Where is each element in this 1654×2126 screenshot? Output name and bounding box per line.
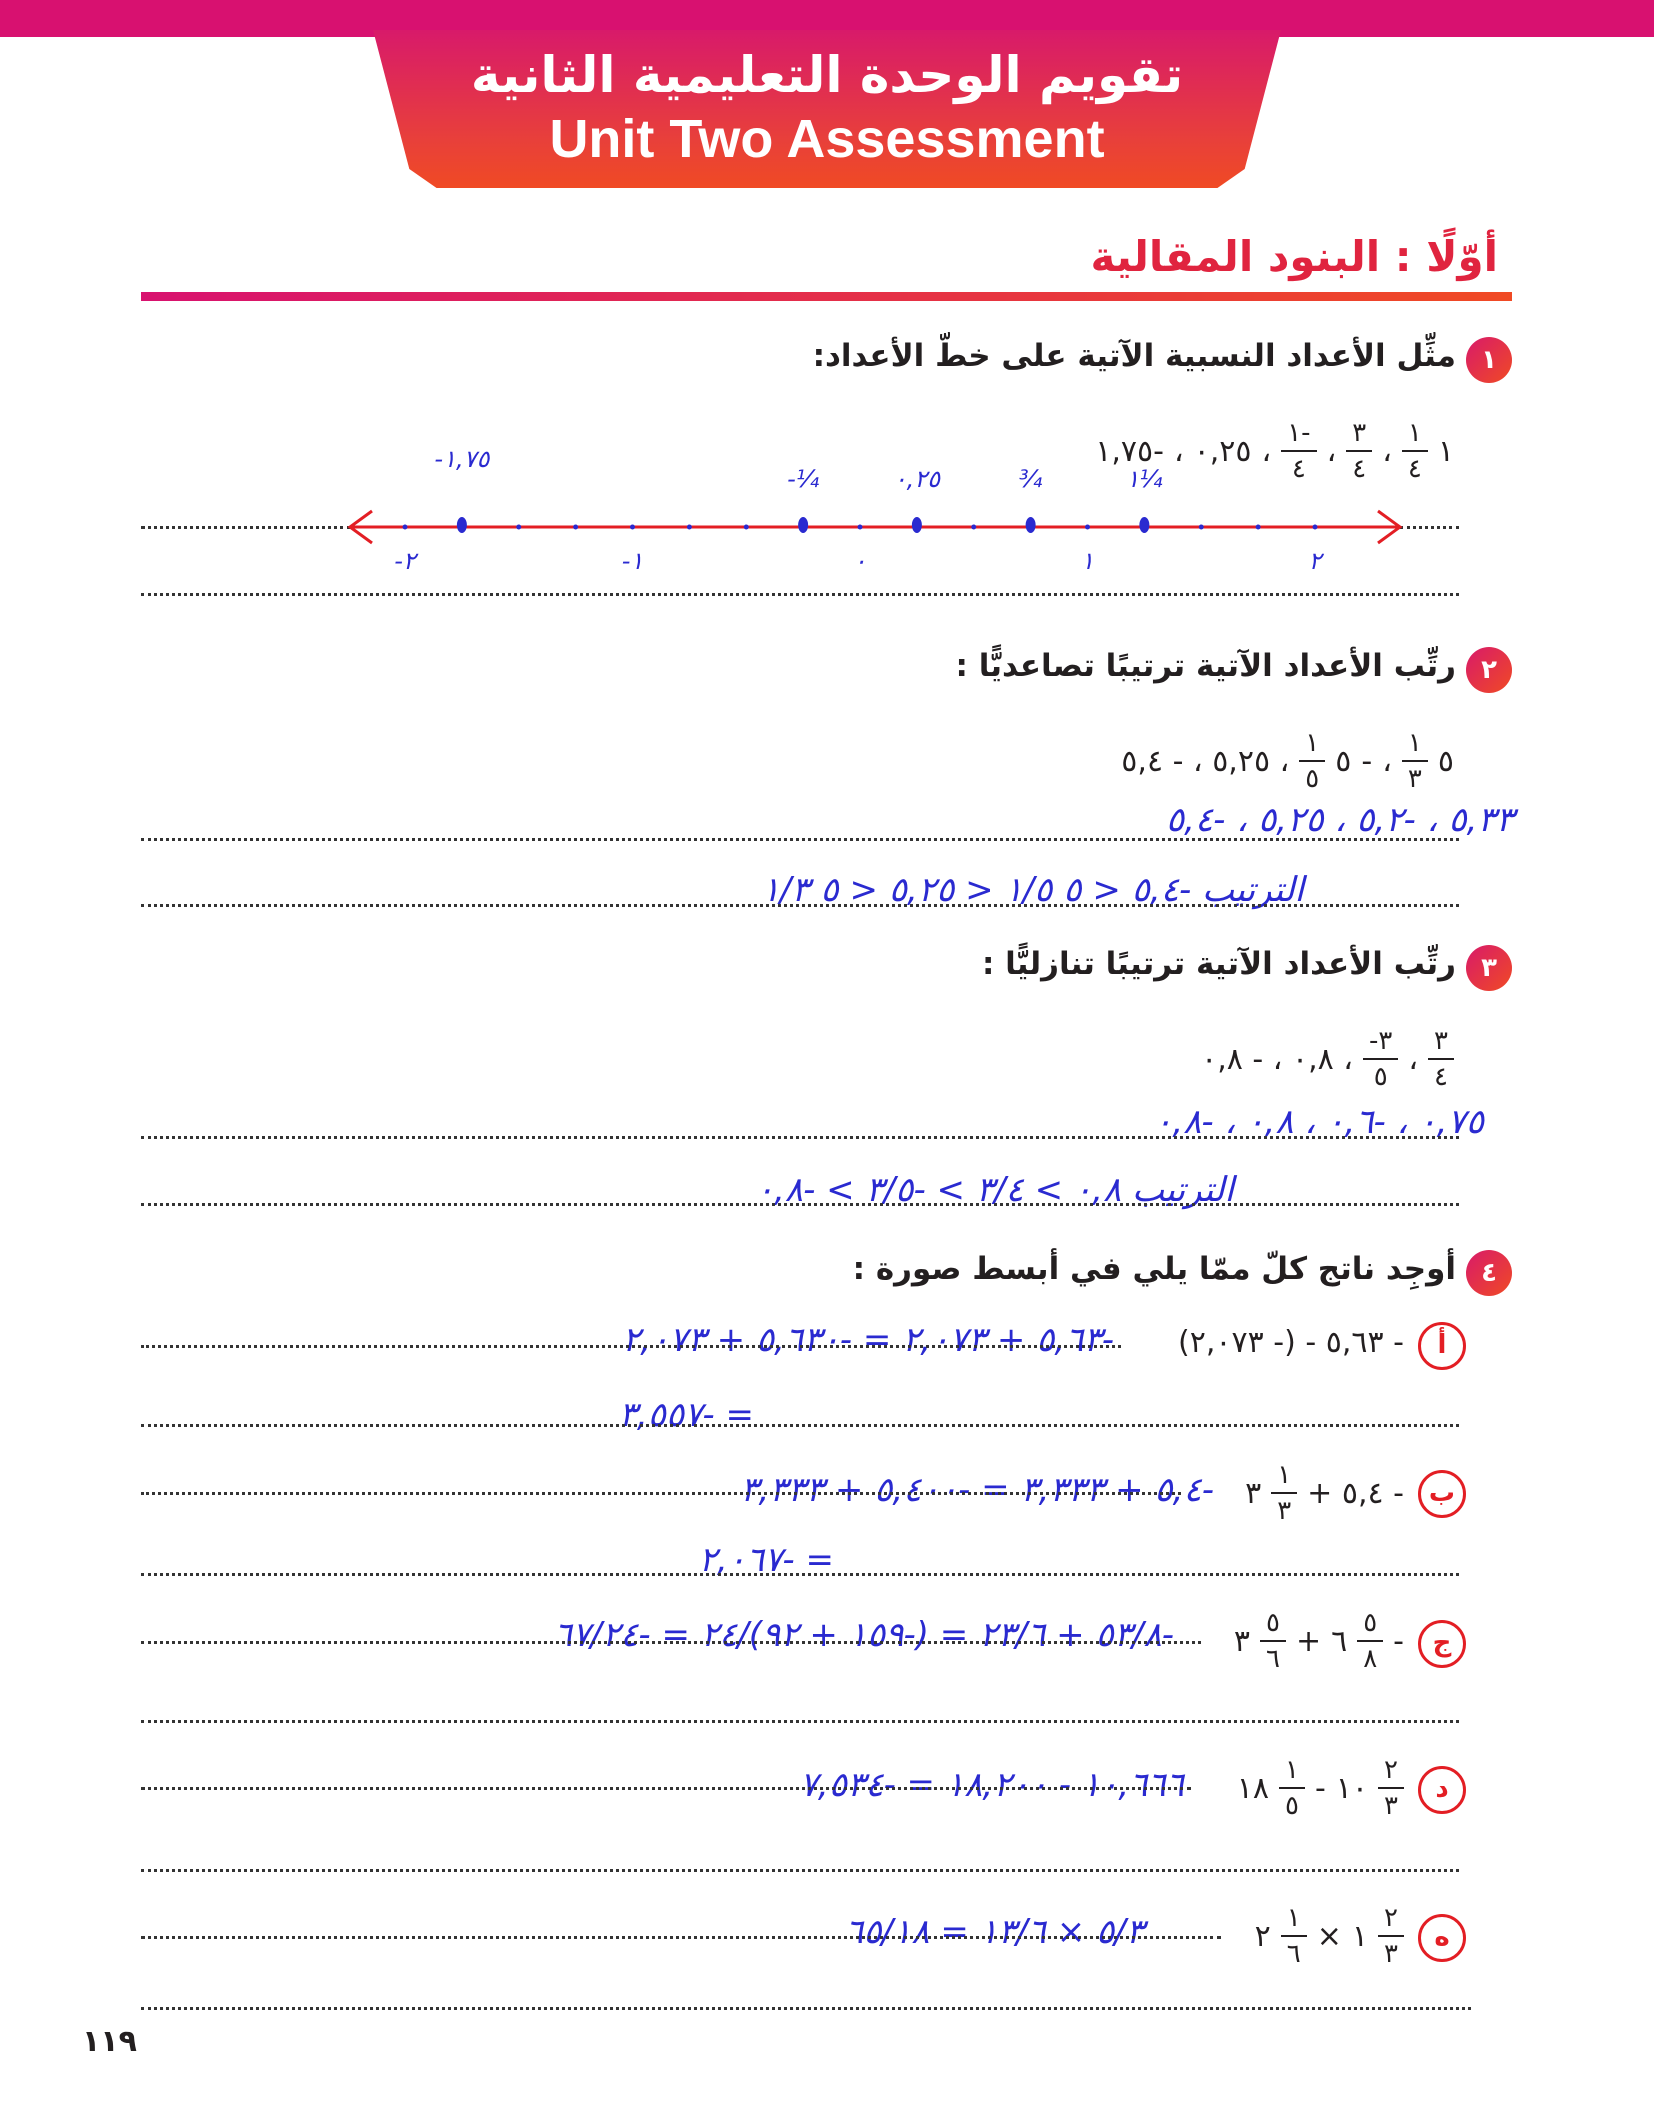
question-number: ٢ <box>1466 647 1512 693</box>
part-letter: أ <box>1418 1322 1466 1370</box>
number-line: -٢ -١ ٠ ١ ٢ -١,٧٥ -¼ ٠,٢٥ ¾ ١¼ <box>347 445 1403 575</box>
answer-line <box>141 1345 1121 1348</box>
point-label: ١¼ <box>1126 465 1162 493</box>
plotted-point <box>798 517 809 533</box>
question-number: ١ <box>1466 337 1512 383</box>
answer-line <box>141 838 1459 841</box>
answer-line <box>141 1203 1459 1206</box>
answer-line <box>141 2007 1471 2010</box>
number-line-tick <box>1085 524 1090 530</box>
number-line-tick <box>971 524 977 530</box>
number-line-tick <box>630 524 635 530</box>
handwritten-answer: ١٠,٦٦٦ - ١٨,٢٠٠ = -٧,٥٣٤ <box>799 1765 1184 1805</box>
point-label: ¾ <box>1019 465 1042 493</box>
handwritten-answer: ٠,٧٥ ، -٠,٦ ، ٠,٨ ، -٠,٨ <box>1154 1102 1484 1142</box>
answer-line <box>141 1424 1459 1427</box>
answer-line <box>141 1869 1459 1872</box>
point-label: -¼ <box>787 465 819 493</box>
number-line-tick <box>686 524 692 530</box>
answer-line <box>141 904 1459 907</box>
answer-line <box>1400 526 1459 529</box>
part-letter: د <box>1418 1766 1466 1814</box>
title-banner <box>373 30 1281 188</box>
answer-line <box>141 1787 1191 1790</box>
point-label: -١,٧٥ <box>434 445 490 473</box>
answer-line <box>141 526 351 529</box>
answer-line <box>141 1573 1459 1576</box>
number-line-tick <box>857 524 863 530</box>
answer-line <box>141 1136 1459 1139</box>
section-divider <box>141 292 1512 301</box>
part-letter: ه <box>1418 1914 1466 1962</box>
title-english: Unit Two Assessment <box>549 109 1105 169</box>
tick-label: -٢ <box>394 547 419 575</box>
question-text: مثِّل الأعداد النسبية الآتية على خطّ الأ… <box>812 338 1456 374</box>
handwritten-answer: -٥,٤ + ٣,٣٣٣ = -٥,٤٠٠ + ٣,٣٣٣ <box>740 1470 1214 1510</box>
answer-line <box>141 1720 1459 1723</box>
handwritten-answer: -٥,٦٣ + ٢,٠٧٣ = -٥,٦٣٠ + ٢,٠٧٣ <box>621 1320 1114 1360</box>
number-line-tick <box>402 524 408 530</box>
plotted-point <box>1139 517 1150 533</box>
handwritten-answer: الترتيب -٥,٤ < ٥ ١/٥ < ٥,٢٥ < ٥ ١/٣ <box>761 870 1304 910</box>
arrow-left-icon <box>347 509 373 545</box>
part-expression: - ٥,٦٣ - (- ٢,٠٧٣) <box>1178 1325 1404 1360</box>
number-line-tick <box>1255 524 1261 530</box>
tick-label: ١ <box>1081 547 1094 575</box>
question-text: رتِّب الأعداد الآتية ترتيبًا تصاعديًّا : <box>955 648 1457 684</box>
handwritten-answer: ٥,٣٣ ، -٥,٢ ، ٥,٢٥ ، -٥,٤ <box>1165 800 1514 840</box>
part-letter: ب <box>1418 1470 1466 1518</box>
handwritten-answer: = -٣,٥٥٧ <box>618 1395 754 1435</box>
part-letter: ج <box>1418 1620 1466 1668</box>
number-line-tick <box>1198 524 1204 530</box>
number-line-tick <box>516 524 522 530</box>
answer-line <box>141 1936 1221 1939</box>
answer-line <box>141 1492 1181 1495</box>
number-line-tick <box>573 524 579 530</box>
point-label: ٠,٢٥ <box>894 465 941 493</box>
question-text: أوجِد ناتج كلّ ممّا يلي في أبسط صورة : <box>852 1251 1456 1287</box>
page-number: ١١٩ <box>82 2024 137 2059</box>
question-number: ٣ <box>1466 945 1512 991</box>
tick-label: -١ <box>622 547 644 575</box>
tick-label: ٢ <box>1309 547 1325 575</box>
title-arabic: تقويم الوحدة التعليمية الثانية <box>470 46 1184 104</box>
tick-label: ٠ <box>854 547 867 575</box>
plotted-point <box>1025 517 1036 533</box>
number-line-tick <box>743 524 749 530</box>
answer-line <box>141 1641 1201 1644</box>
section-title: أوّلًا : البنود المقالية <box>1090 232 1499 281</box>
number-line-tick <box>1312 524 1318 530</box>
answer-line <box>141 593 1459 596</box>
question-text: رتِّب الأعداد الآتية ترتيبًا تنازليًّا : <box>981 946 1456 982</box>
arrow-right-icon <box>1377 509 1403 545</box>
plotted-point <box>456 517 467 533</box>
handwritten-answer: -٥٣/٨ + ٢٣/٦ = (-١٥٩ + ٩٢)/٢٤ = -٦٧/٢٤ <box>553 1615 1174 1655</box>
handwritten-answer: ٥/٣ × ١٣/٦ = ٦٥/١٨ <box>845 1912 1144 1952</box>
plotted-point <box>911 517 922 533</box>
question-number: ٤ <box>1466 1250 1512 1296</box>
